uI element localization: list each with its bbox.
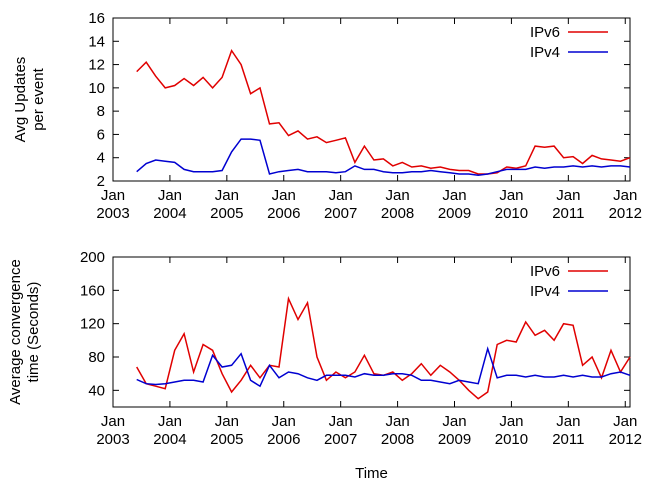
series-line [136,48,631,175]
x-tick-label: Jan 2010 [495,413,528,448]
y-tick-label: 160 [80,282,105,299]
x-tick-label: Jan 2006 [267,413,300,448]
x-tick-label: Jan 2005 [210,413,243,448]
x-tick-label: Jan 2012 [609,413,642,448]
y-tick-label: 10 [88,80,105,97]
y-tick-label: 6 [97,126,105,143]
legend-label: IPv4 [530,44,560,61]
x-tick-label: Jan 2004 [153,187,186,222]
legend-label: IPv6 [530,263,560,280]
x-tick-label: Jan 2005 [210,187,243,222]
y-axis-label: Avg Updates [12,57,29,143]
legend-label: IPv4 [530,283,560,300]
x-tick-label: Jan 2008 [381,413,414,448]
x-tick-label: Jan 2012 [609,187,642,222]
y-tick-label: 80 [88,349,105,366]
y-tick-label: 40 [88,382,105,399]
y-axis-label: per event [30,67,47,130]
x-tick-label: Jan 2009 [438,413,471,448]
x-tick-label: Jan 2011 [552,413,584,448]
x-tick-label: Jan 2010 [495,187,528,222]
series-line [136,346,631,388]
series-line [136,138,631,176]
x-tick-label: Jan 2009 [438,187,471,222]
x-tick-label: Jan 2011 [552,187,584,222]
y-tick-label: 16 [88,10,105,27]
x-tick-label: Jan 2007 [324,187,357,222]
plot-frame [112,17,631,182]
x-tick-label: Jan 2008 [381,187,414,222]
x-axis-label: Time [355,465,388,482]
y-tick-label: 12 [88,57,105,74]
x-tick-label: Jan 2006 [267,187,300,222]
x-tick-label: Jan 2007 [324,413,357,448]
y-axis-label: Average convergence [7,259,24,405]
y-axis-label: time (Seconds) [25,282,42,383]
y-tick-label: 14 [88,33,105,50]
legend-label: IPv6 [530,24,560,41]
y-tick-label: 200 [80,249,105,266]
y-tick-label: 120 [80,316,105,333]
x-tick-label: Jan 2004 [153,413,186,448]
x-tick-label: Jan 2003 [96,413,129,448]
x-tick-label: Jan 2003 [96,187,129,222]
series-line [136,296,631,400]
plot-frame [112,256,631,408]
y-tick-label: 4 [97,150,105,167]
y-tick-label: 8 [97,103,105,120]
y-tick-label: 2 [97,173,105,190]
